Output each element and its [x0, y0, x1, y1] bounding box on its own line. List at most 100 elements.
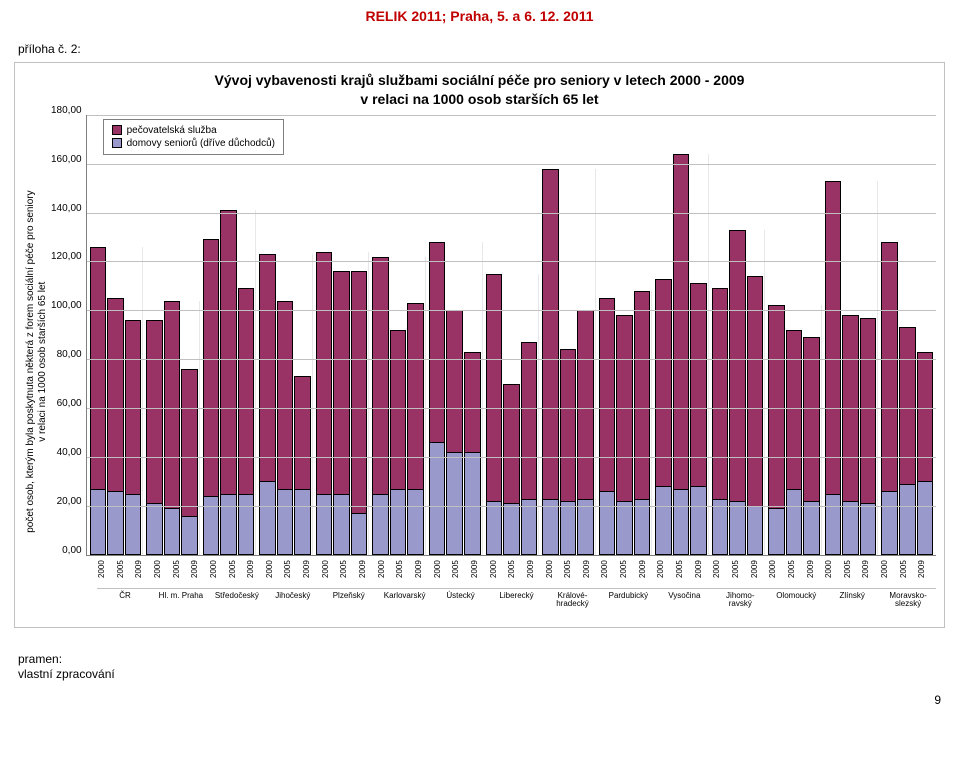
- legend-swatch-series1: [112, 125, 122, 135]
- source-line1: pramen:: [18, 652, 62, 666]
- legend: pečovatelská služba domovy seniorů (dřív…: [103, 119, 284, 155]
- bar-segment-series2: [294, 489, 311, 555]
- stacked-bar: [503, 384, 520, 555]
- x-tick-year: 2000: [489, 556, 508, 584]
- bar-segment-series2: [521, 499, 538, 555]
- bar-segment-series1: [351, 271, 368, 513]
- region-label: Vysočina: [656, 588, 712, 609]
- x-tick-year: 2009: [694, 556, 713, 584]
- stacked-bar: [316, 252, 333, 555]
- x-tick-year: 2005: [731, 556, 750, 584]
- appendix-label: příloha č. 2:: [0, 42, 959, 62]
- bar-segment-series2: [238, 494, 255, 555]
- bar-segment-series1: [768, 305, 785, 508]
- bar-segment-series2: [616, 501, 633, 555]
- stacked-bar: [768, 305, 785, 554]
- chart-container: Vývoj vybavenosti krajů službami sociáln…: [14, 62, 945, 628]
- x-tick-year: 2005: [339, 556, 358, 584]
- x-axis-year-ticks: 2000200520092000200520092000200520092000…: [97, 556, 936, 584]
- legend-item-series1: pečovatelská služba: [112, 124, 275, 137]
- bar-segment-series2: [655, 486, 672, 554]
- bar-segment-series1: [294, 376, 311, 488]
- bar-group: [541, 169, 596, 555]
- bar-segment-series2: [351, 513, 368, 555]
- x-tick-group: 200020052009: [656, 556, 712, 584]
- bar-segment-series1: [164, 301, 181, 509]
- bar-segment-series1: [277, 301, 294, 489]
- bar-segment-series2: [125, 494, 142, 555]
- bar-segment-series2: [577, 499, 594, 555]
- stacked-bar: [372, 257, 389, 555]
- bar-group: [880, 242, 934, 555]
- x-tick-group: 200020052009: [545, 556, 601, 584]
- bar-segment-series1: [560, 349, 577, 501]
- bar-segment-series2: [560, 501, 577, 555]
- x-tick-year: 2000: [265, 556, 284, 584]
- x-tick-group: 200020052009: [824, 556, 880, 584]
- bar-segment-series2: [107, 491, 124, 555]
- x-tick-year: 2005: [228, 556, 247, 584]
- stacked-bar: [164, 301, 181, 555]
- stacked-bar: [125, 320, 142, 555]
- region-label: Středočeský: [209, 588, 265, 609]
- x-tick-year: 2005: [619, 556, 638, 584]
- stacked-bar: [690, 283, 707, 554]
- stacked-bar: [486, 274, 503, 555]
- x-tick-group: 200020052009: [153, 556, 209, 584]
- x-tick-group: 200020052009: [489, 556, 545, 584]
- x-tick-year: 2000: [712, 556, 731, 584]
- bar-segment-series1: [146, 320, 163, 503]
- x-tick-year: 2000: [377, 556, 396, 584]
- gridline: [87, 261, 936, 262]
- region-label: Pardubický: [600, 588, 656, 609]
- y-axis-ticks: 180,00160,00140,00120,00100,0080,0060,00…: [51, 115, 86, 555]
- x-tick-year: 2000: [656, 556, 675, 584]
- x-axis-region-labels: ČRHl. m. PrahaStředočeskýJihočeskýPlzeňs…: [97, 588, 936, 609]
- bar-segment-series1: [407, 303, 424, 489]
- stacked-bar: [542, 169, 559, 555]
- stacked-bar: [917, 352, 934, 555]
- x-tick-year: 2005: [395, 556, 414, 584]
- stacked-bar: [634, 291, 651, 555]
- region-label: Králové-hradecký: [545, 588, 601, 609]
- stacked-bar: [351, 271, 368, 555]
- x-tick-group: 200020052009: [265, 556, 321, 584]
- stacked-bar: [146, 320, 163, 555]
- bar-segment-series1: [390, 330, 407, 489]
- bar-segment-series1: [899, 327, 916, 483]
- chart-title-line1: Vývoj vybavenosti krajů službami sociáln…: [215, 72, 745, 88]
- bar-segment-series1: [712, 288, 729, 498]
- y-axis-title-line2: v relaci na 1000 osob starších 65 let: [37, 282, 48, 442]
- gridline: [87, 310, 936, 311]
- x-tick-group: 200020052009: [321, 556, 377, 584]
- bar-segment-series1: [860, 318, 877, 504]
- gridline: [87, 164, 936, 165]
- region-label: Moravsko-slezský: [880, 588, 936, 609]
- stacked-bar: [429, 242, 446, 555]
- x-tick-group: 200020052009: [97, 556, 153, 584]
- bar-segment-series2: [542, 499, 559, 555]
- bar-segment-series1: [372, 257, 389, 494]
- stacked-bar: [673, 154, 690, 555]
- bar-segment-series1: [634, 291, 651, 499]
- bar-segment-series2: [446, 452, 463, 555]
- region-label: Zlínský: [824, 588, 880, 609]
- region-label: Plzeňský: [321, 588, 377, 609]
- region-label: ČR: [97, 588, 153, 609]
- x-tick-year: 2005: [843, 556, 862, 584]
- bar-segment-series2: [729, 501, 746, 555]
- bar-group: [767, 305, 822, 554]
- stacked-bar: [521, 342, 538, 555]
- stacked-bar: [464, 352, 481, 555]
- stacked-bar: [803, 337, 820, 555]
- bar-group: [89, 247, 144, 555]
- bar-segment-series2: [146, 503, 163, 554]
- bar-segment-series2: [429, 442, 446, 554]
- bar-segment-series1: [220, 210, 237, 494]
- plot-area: pečovatelská služba domovy seniorů (dřív…: [86, 115, 936, 556]
- bar-segment-series2: [333, 494, 350, 555]
- stacked-bar: [107, 298, 124, 555]
- bar-segment-series1: [803, 337, 820, 501]
- bar-segment-series2: [259, 481, 276, 554]
- x-tick-year: 2009: [414, 556, 433, 584]
